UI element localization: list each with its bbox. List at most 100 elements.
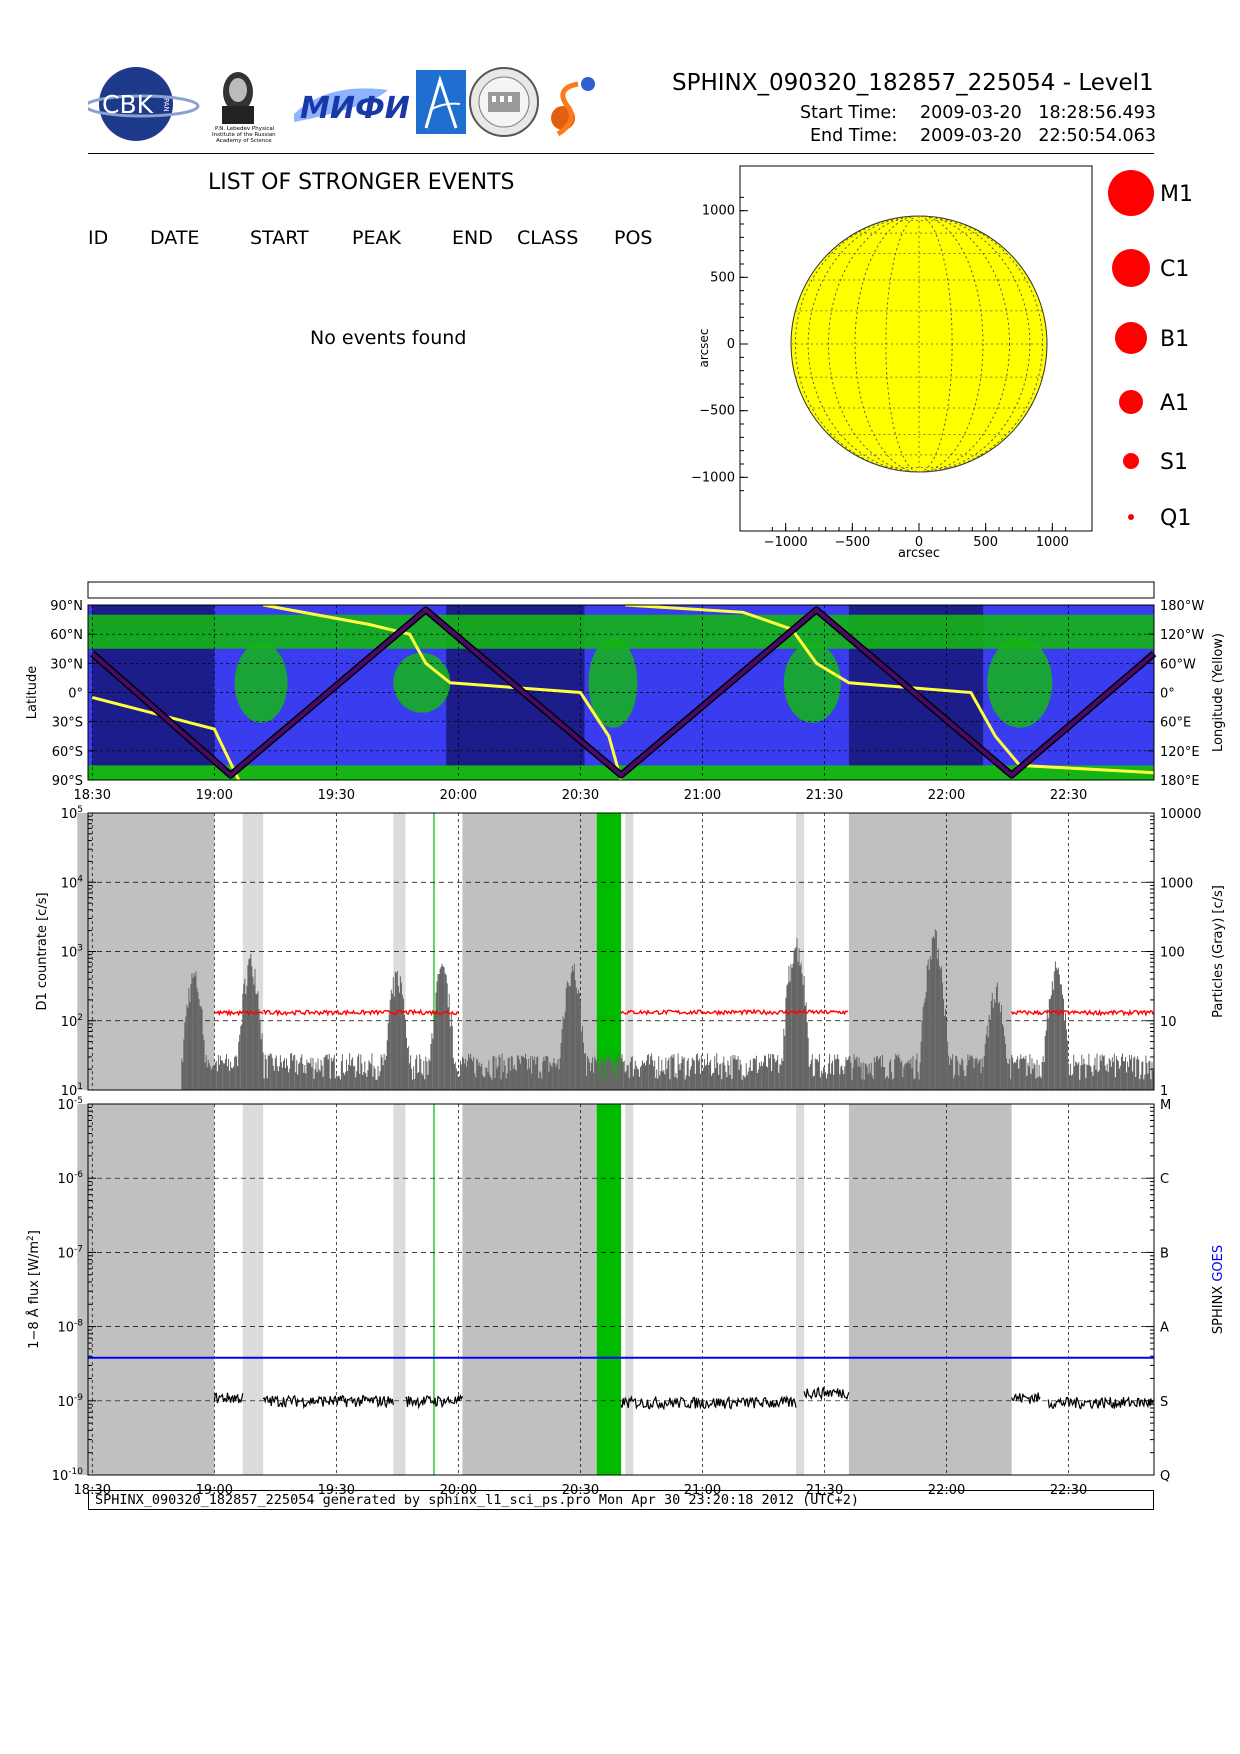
cbk-logo: CBK PAN: [84, 67, 200, 141]
size-legend-label: Q1: [1160, 506, 1191, 531]
orbit-time-label: 21:30: [806, 788, 843, 803]
orbit-ytick-label: 90°S: [52, 774, 83, 789]
col-start: START: [250, 227, 309, 249]
events-list-title: LIST OF STRONGER EVENTS: [208, 170, 515, 195]
col-pos: POS: [614, 227, 653, 249]
sphinx-count-series: [213, 1008, 264, 1017]
sun-xtick-label: 1000: [1036, 535, 1069, 550]
sun-ytick-label: 500: [710, 270, 735, 285]
end-time-label: End Time:: [810, 126, 898, 146]
sphinx-count-series: [620, 1008, 849, 1016]
start-time-label: Start Time:: [800, 103, 898, 123]
orbit-time-label: 18:30: [74, 788, 111, 803]
particle-series: [181, 929, 1155, 1090]
sun-ytick-label: 1000: [702, 204, 735, 219]
sun-ytick-label: −1000: [691, 470, 735, 485]
mifi-logo: МИФИ: [294, 88, 410, 126]
sun-ytick-label: 0: [727, 337, 735, 352]
orbit-ytick-label: 30°N: [50, 657, 83, 672]
cbk-text: CBK: [102, 90, 154, 119]
lebedev-line-1: P.N. Lebedev Physical: [215, 126, 275, 132]
sun-meridian: [828, 215, 1010, 473]
col-peak: PEAK: [352, 227, 401, 249]
report-title: SPHINX_090320_182857_225054 - Level1: [672, 70, 1154, 96]
orbit-ytick-label-right: 60°E: [1160, 716, 1191, 731]
orbit-time-label: 19:00: [196, 788, 233, 803]
orbit-time-label: 21:00: [684, 788, 721, 803]
count-green-band: [596, 813, 622, 1090]
flux-ytick-label-right: S: [1160, 1395, 1168, 1410]
flux-panel: 10-5 M10-6 C10-7 B10-8 A10-9 S10-10 Q1−8 Å flu…: [26, 1096, 1226, 1498]
flux-ytick-label-right: A: [1160, 1321, 1169, 1336]
orbit-ylabel-right: Longitude (Yellow): [1211, 633, 1226, 752]
sphinx-count-series: [262, 1008, 459, 1017]
sun-meridian: [807, 215, 1031, 473]
sun-xtick-label: 500: [973, 535, 998, 550]
count-ytick-label-right: 100: [1160, 946, 1185, 961]
count-ytick-label-right: 10: [1160, 1015, 1177, 1030]
sphinx-count-series: [1010, 1008, 1154, 1017]
sun-meridian: [794, 215, 1044, 473]
orbit-time-label: 22:00: [928, 788, 965, 803]
sphinx-flux-series: [262, 1394, 394, 1410]
size-legend: M1 C1 B1 A1 S1 Q1: [1108, 170, 1193, 531]
sun-xtick-label: −500: [834, 535, 870, 550]
flux-eclipse-band: [848, 1104, 1012, 1475]
size-legend-label: B1: [1160, 327, 1189, 352]
plots: 90°N 180°W 60°N 120°W 30°N 60°W 0° 0° 30°S 60°E 60…: [25, 581, 1226, 1498]
sun-map: −1000 −500 0 500 1000 1000 500 0 −500 −1000 arcse…: [691, 165, 1093, 561]
orbit-time-label: 19:30: [318, 788, 355, 803]
flux-particle-band: [796, 1104, 805, 1475]
mifi-text: МИФИ: [300, 91, 410, 126]
size-legend-label: M1: [1160, 182, 1193, 207]
sphinx-flux-series: [405, 1393, 464, 1410]
orbit-time-label: 22:30: [1050, 788, 1087, 803]
orbit-ytick-label: 90°N: [50, 599, 83, 614]
logo-strip: CBK PAN P.N. Lebedev Physical Institute …: [84, 67, 595, 144]
orbit-ytick-label-right: 180°E: [1160, 774, 1200, 789]
sun-ytick-label: −500: [699, 404, 735, 419]
sun-xtick-label: −1000: [764, 535, 808, 550]
size-legend-dot: [1112, 249, 1150, 287]
col-date: DATE: [150, 227, 200, 249]
col-id: ID: [88, 227, 109, 249]
size-legend-dot: [1108, 170, 1154, 216]
flux-eclipse-band: [462, 1104, 597, 1475]
orbit-time-label: 20:30: [562, 788, 599, 803]
orbit-saa-blob: [588, 637, 638, 728]
orbit-ylabel: Latitude: [25, 666, 40, 720]
flux-ytick-label-right: C: [1160, 1172, 1169, 1187]
size-legend-dot: [1119, 390, 1143, 414]
start-time-value: 2009-03-20 18:28:56.493: [920, 103, 1156, 123]
orbit-saa-blob: [393, 652, 451, 713]
flux-green-band: [596, 1104, 622, 1475]
footer-box: SPHINX_090320_182857_225054 generated by…: [88, 1490, 1154, 1510]
sphinx-flux-series: [620, 1394, 797, 1411]
count-ytick-label-right: 1000: [1160, 876, 1193, 891]
flux-particle-band: [242, 1104, 264, 1475]
size-legend-dot: [1123, 453, 1139, 469]
status-bar: [87, 581, 1155, 599]
count-ylabel-right: Particles (Gray) [c/s]: [1211, 885, 1226, 1018]
flux-ytick-label-right: M: [1160, 1098, 1171, 1113]
sun-meridian: [885, 215, 953, 473]
lebedev-line-3: Academy of Science: [216, 138, 272, 144]
sun-disk: [790, 215, 1048, 473]
sun-xtick-label: 0: [915, 535, 923, 550]
end-time-value: 2009-03-20 22:50:54.063: [920, 126, 1156, 146]
orbit-time-label: 20:00: [440, 788, 477, 803]
sun-grid: [791, 215, 1047, 473]
flux-ytick-label: 10-10: [52, 1467, 84, 1484]
sphinx-flux-series: [1047, 1396, 1155, 1410]
sphinx-flux-series: [803, 1386, 850, 1401]
flux-ytick-label-right: Q: [1160, 1469, 1170, 1484]
flux-ytick-label-right: B: [1160, 1246, 1169, 1261]
orbit-saa-blob: [987, 637, 1053, 728]
orbit-panel: 90°N 180°W 60°N 120°W 30°N 60°W 0° 0° 30°S 60°E 60…: [25, 599, 1226, 803]
orbit-ytick-label-right: 120°W: [1160, 628, 1204, 643]
longitude-track: [91, 603, 1155, 781]
orbit-ytick-label-right: 0°: [1160, 687, 1175, 702]
orbit-ytick-label: 30°S: [52, 716, 83, 731]
size-legend-label: C1: [1160, 257, 1189, 282]
orbit-ytick-label-right: 180°W: [1160, 599, 1204, 614]
